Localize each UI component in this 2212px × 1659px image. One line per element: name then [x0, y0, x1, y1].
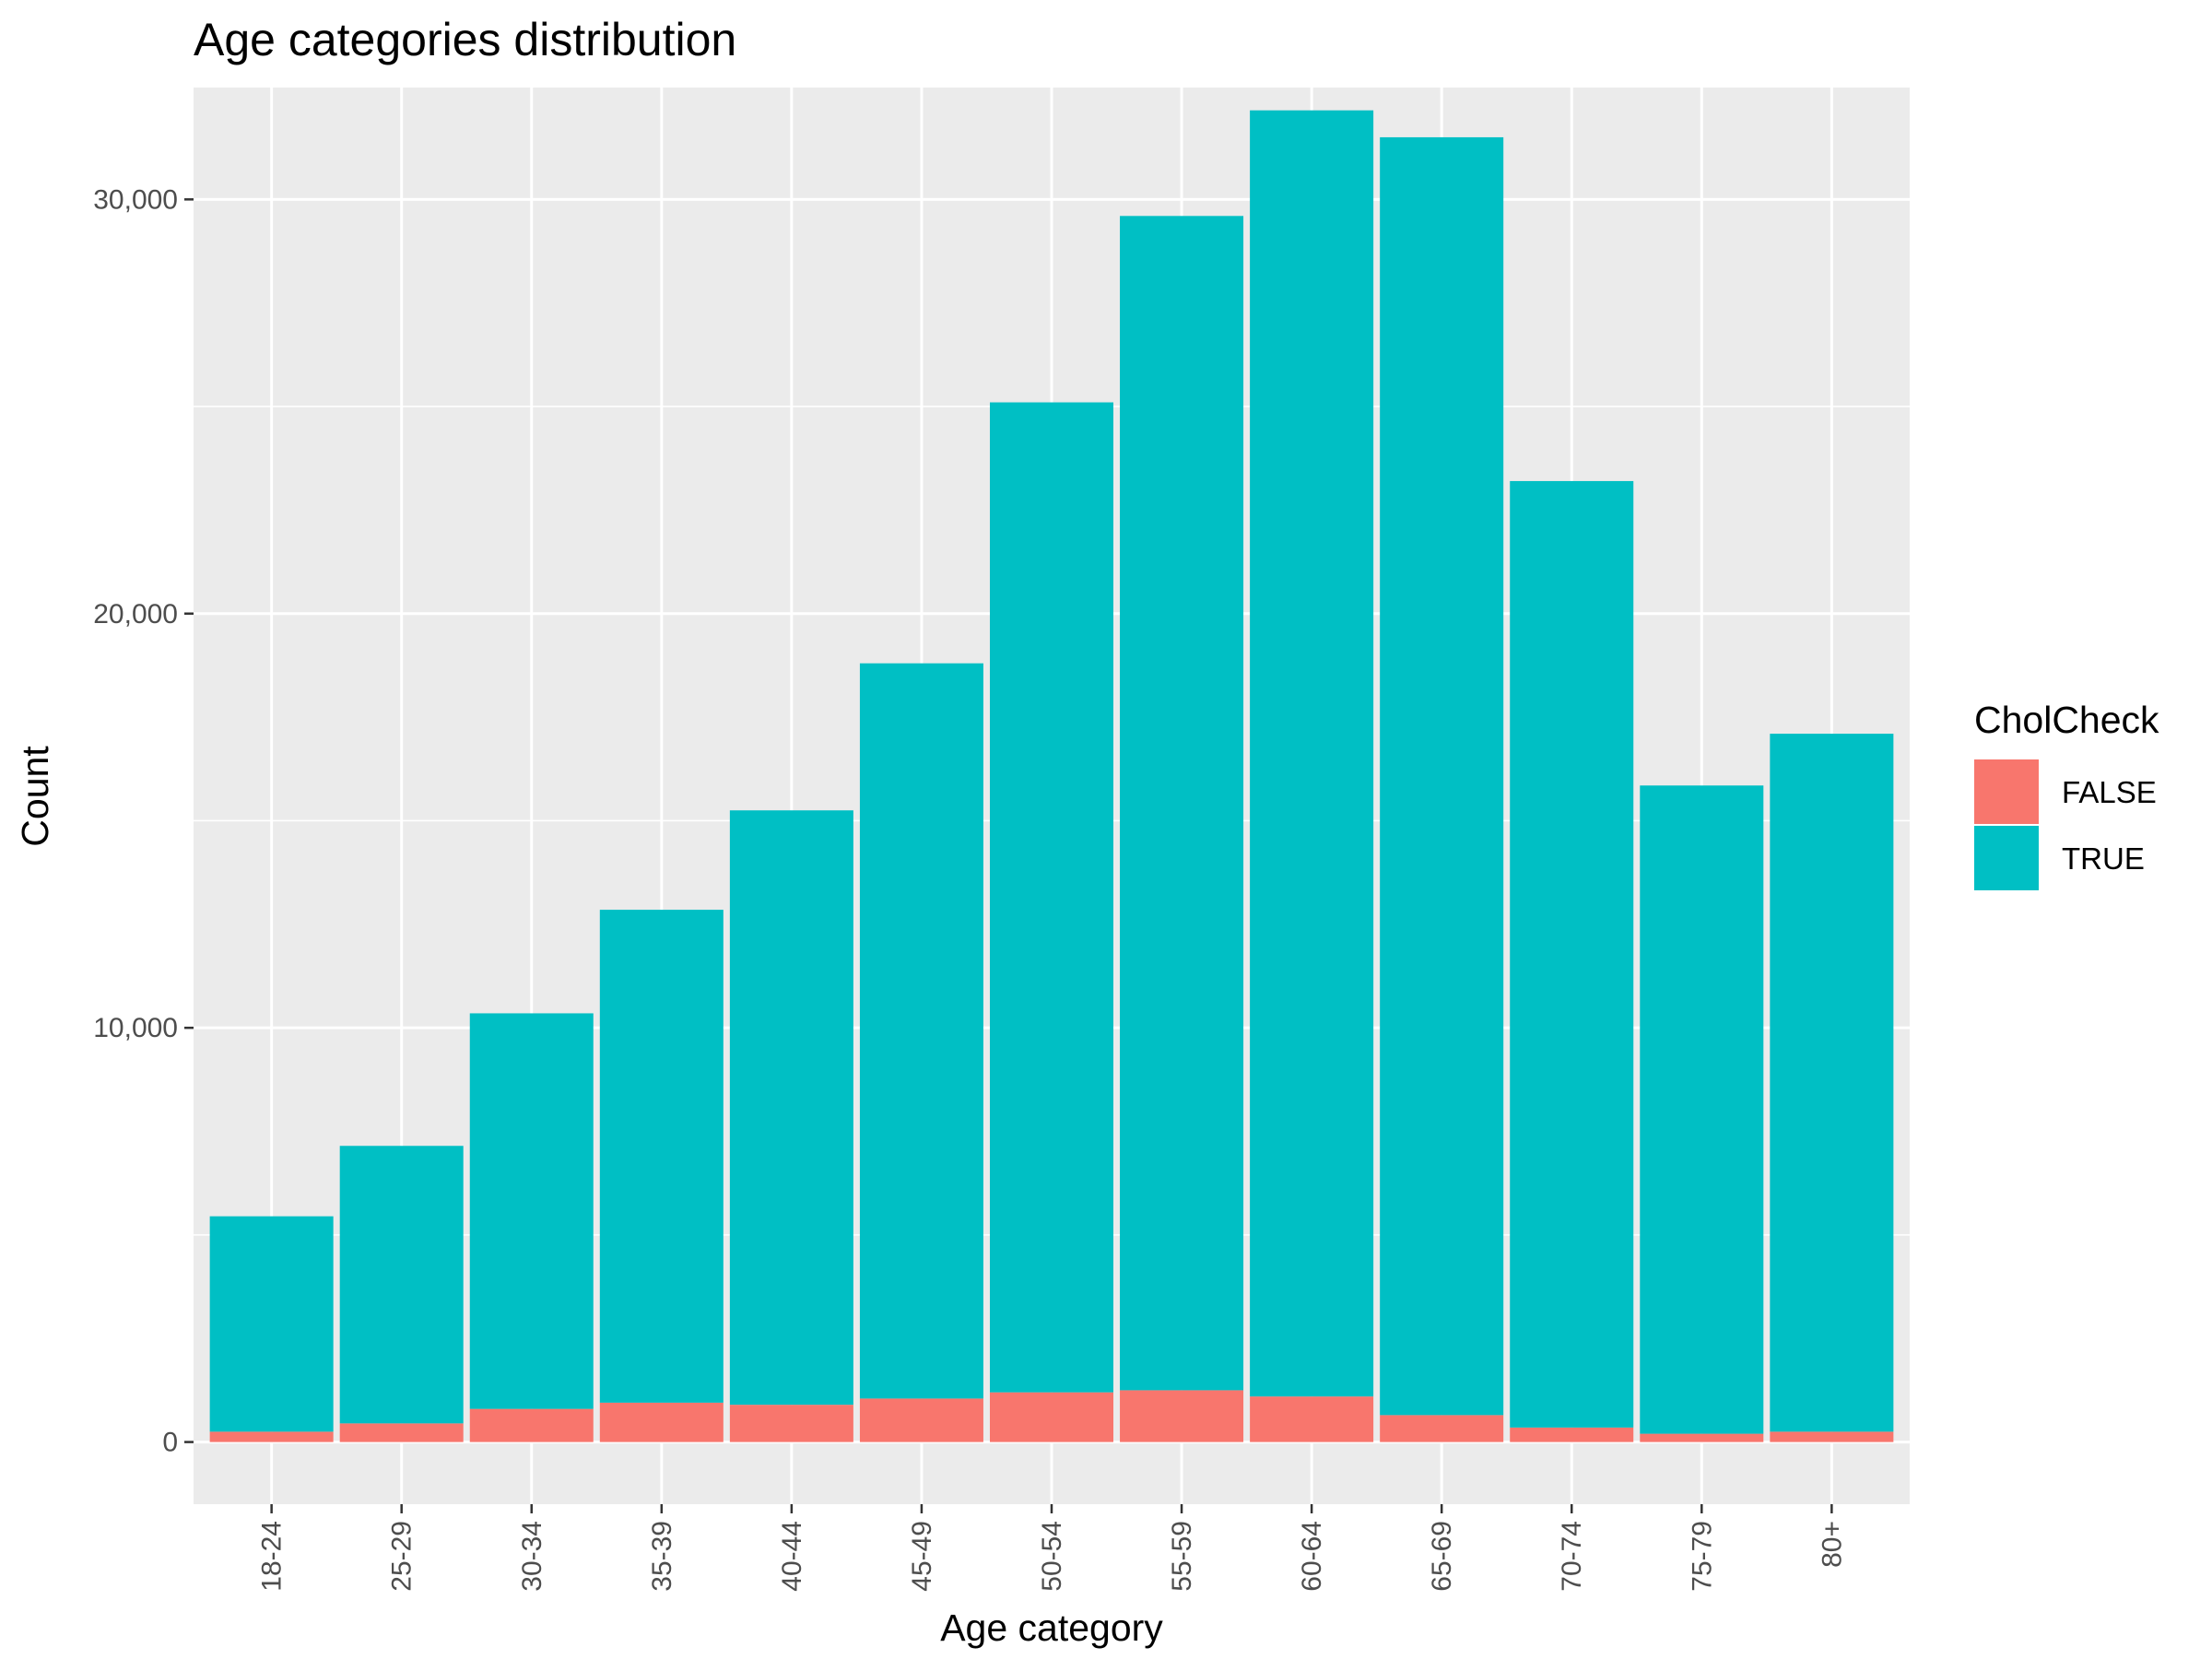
y-tick-label: 10,000	[93, 1013, 178, 1043]
bar-false-70-74	[1510, 1427, 1634, 1442]
x-tick-label: 45-49	[907, 1521, 937, 1592]
x-tick-label: 50-54	[1037, 1521, 1067, 1592]
legend-title: CholCheck	[1974, 699, 2159, 741]
legend-label-true: TRUE	[2062, 841, 2145, 876]
x-tick-label: 30-34	[517, 1521, 547, 1592]
bar-true-18-24	[209, 1216, 334, 1432]
x-tick-label: 40-44	[777, 1521, 807, 1592]
bar-false-18-24	[209, 1431, 334, 1442]
x-tick-label: 55-59	[1167, 1521, 1197, 1592]
bar-true-70-74	[1510, 480, 1634, 1428]
bars	[209, 110, 1894, 1442]
bar-false-65-69	[1380, 1415, 1504, 1442]
bar-false-45-49	[859, 1398, 983, 1442]
x-tick-label: 65-69	[1427, 1521, 1457, 1592]
x-tick-label: 25-29	[387, 1521, 418, 1592]
bar-true-80+	[1770, 734, 1894, 1432]
bar-true-60-64	[1250, 110, 1374, 1397]
bar-false-80+	[1770, 1431, 1894, 1442]
bar-true-35-39	[599, 910, 724, 1403]
bar-true-65-69	[1380, 136, 1504, 1416]
bar-true-30-34	[469, 1013, 594, 1409]
x-tick-label: 70-74	[1557, 1521, 1587, 1592]
x-tick-label: 35-39	[647, 1521, 677, 1592]
bar-false-75-79	[1640, 1433, 1764, 1442]
x-tick-label: 75-79	[1687, 1521, 1717, 1592]
x-tick-label: 80+	[1817, 1521, 1847, 1568]
bar-true-25-29	[339, 1146, 464, 1424]
bar-true-40-44	[729, 810, 853, 1406]
bar-true-45-49	[859, 663, 983, 1399]
legend-key-true	[1974, 826, 2039, 890]
x-tick-label: 60-64	[1297, 1521, 1327, 1592]
x-axis-title: Age category	[940, 1606, 1163, 1649]
bar-true-75-79	[1640, 785, 1764, 1434]
legend: CholCheck FALSE TRUE	[1974, 699, 2159, 890]
y-tick-label: 0	[162, 1428, 178, 1458]
y-axis: 0 10,000 20,000 30,000	[93, 184, 194, 1458]
bar-false-25-29	[339, 1423, 464, 1442]
bar-false-40-44	[729, 1405, 853, 1442]
bar-false-60-64	[1250, 1396, 1374, 1442]
bar-false-55-59	[1120, 1390, 1244, 1442]
x-tick-label: 18-24	[257, 1521, 288, 1592]
bar-true-50-54	[989, 402, 1114, 1393]
x-axis: 18-24 25-29 30-34 35-39 40-44 45-49 50-54 55-59…	[257, 1504, 1847, 1592]
bar-false-35-39	[599, 1402, 724, 1442]
legend-label-false: FALSE	[2062, 775, 2157, 809]
y-axis-title: Count	[14, 746, 56, 847]
chart-title: Age categories distribution	[194, 14, 736, 65]
bar-false-30-34	[469, 1408, 594, 1442]
y-tick-label: 30,000	[93, 184, 178, 215]
y-tick-label: 20,000	[93, 599, 178, 629]
legend-key-false	[1974, 759, 2039, 824]
bar-false-50-54	[989, 1392, 1114, 1442]
bar-true-55-59	[1120, 216, 1244, 1391]
